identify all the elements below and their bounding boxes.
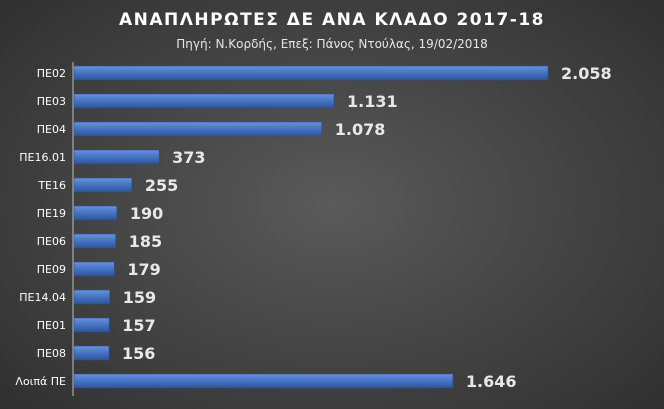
value-label: 373 [172,148,205,167]
category-label: ΠΕ03 [37,95,66,108]
chart-title: ΑΝΑΠΛΗΡΩΤΕΣ ΔΕ ΑΝΑ ΚΛΑΔΟ 2017-18 [119,10,545,30]
category-label: ΠΕ09 [37,263,66,276]
bar [73,289,110,305]
bar [73,205,118,221]
bar [73,317,110,333]
value-label: 1.131 [347,92,398,111]
bar [73,177,133,193]
bar [73,373,454,389]
category-label: ΠΕ02 [37,67,66,80]
bar [73,65,549,81]
value-label: 185 [129,232,162,251]
category-label: ΠΕ04 [37,123,66,136]
bar [73,261,115,277]
value-label: 1.646 [466,372,517,391]
value-label: 157 [122,316,155,335]
category-label: ΠΕ01 [37,319,66,332]
category-label: ΠΕ16.01 [19,151,66,164]
category-label: ΠΕ06 [37,235,66,248]
bar [73,149,160,165]
category-label: ΠΕ08 [37,347,66,360]
value-label: 179 [127,260,160,279]
value-label: 190 [130,204,163,223]
category-label: ΠΕ14.04 [19,291,66,304]
category-label: ΤΕ16 [37,179,66,192]
value-label: 1.078 [335,120,386,139]
bar [73,121,323,137]
value-label: 159 [123,288,156,307]
value-label: 2.058 [561,64,612,83]
bar [73,233,116,249]
bar [73,93,335,109]
value-label: 255 [145,176,178,195]
category-label: Λοιπά ΠΕ [15,375,66,388]
category-label: ΠΕ19 [37,207,66,220]
chart-subtitle: Πηγή: Ν.Κορδής, Επεξ: Πάνος Ντούλας, 19/… [176,37,488,51]
bar [73,345,110,361]
value-label: 156 [122,344,155,363]
